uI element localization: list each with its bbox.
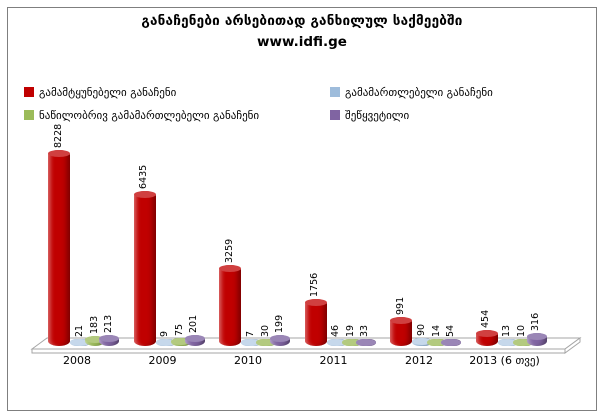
bar-value-label: 991 xyxy=(394,296,406,316)
bar-cap xyxy=(184,335,205,343)
bar-value-label: 6435 xyxy=(138,165,149,190)
bar-cap xyxy=(241,339,261,346)
bar-value-label: 201 xyxy=(188,315,199,334)
bar xyxy=(48,150,70,346)
bar xyxy=(427,339,447,346)
x-axis-label: 2010 xyxy=(234,354,262,367)
legend-item: შეწყვეტილი xyxy=(330,109,493,122)
bar-value-label: 46 xyxy=(330,324,341,337)
legend-item: ნაწილობრივ გამამართლებელი განაჩენი xyxy=(24,109,330,122)
bar-value-label: 54 xyxy=(444,324,456,337)
chart-subtitle: www.idfi.ge xyxy=(257,34,347,50)
bar-cap xyxy=(497,339,518,346)
bar xyxy=(241,339,261,346)
x-axis-label: 2009 xyxy=(148,354,177,367)
bar xyxy=(412,337,432,346)
bar-cap xyxy=(270,335,290,343)
bar-cap xyxy=(304,299,327,307)
bar xyxy=(475,329,498,346)
bar-value-label: 75 xyxy=(174,324,185,337)
bar xyxy=(355,339,376,346)
chart-title: განაჩენები არსებითად განხილულ საქმეებში xyxy=(141,13,463,29)
bar-cap xyxy=(219,264,241,272)
bar-cap xyxy=(341,339,362,346)
x-axis-label: 2008 xyxy=(63,354,91,367)
bar xyxy=(497,339,518,346)
bar-value-label: 183 xyxy=(88,315,100,334)
bar-cap xyxy=(390,317,412,325)
bar xyxy=(441,338,461,346)
bar-cap xyxy=(441,338,461,346)
legend-label: გამამტყუნებელი განაჩენი xyxy=(39,86,177,99)
bar-cap xyxy=(512,339,533,346)
bar xyxy=(70,339,90,346)
x-axis-label: 2012 xyxy=(405,354,433,367)
plot-area: 8228 21 183 213 6435 9 75 201 3259 7 30 199 1756 46 19… xyxy=(30,124,590,355)
bar xyxy=(270,335,290,346)
bar-value-label: 213 xyxy=(102,314,114,334)
bar-cap xyxy=(133,191,156,199)
bar xyxy=(99,335,119,346)
legend-item: გამამტყუნებელი განაჩენი xyxy=(24,86,330,99)
bar xyxy=(85,335,105,346)
bar-cap xyxy=(256,339,276,346)
bar xyxy=(256,339,276,346)
legend-label: გამამართლებელი განაჩენი xyxy=(345,86,493,99)
legend: გამამტყუნებელი განაჩენი გამამართლებელი გა… xyxy=(24,86,493,122)
bar-cap xyxy=(326,338,347,346)
bar xyxy=(326,338,347,346)
bar-value-label: 19 xyxy=(345,324,356,337)
bar-cap xyxy=(155,339,176,346)
bar-value-label: 33 xyxy=(359,324,370,337)
bar-cap xyxy=(170,338,191,346)
legend-label: ნაწილობრივ გამამართლებელი განაჩენი xyxy=(39,109,260,122)
bar-cap xyxy=(48,150,70,157)
x-axis: 2008 2009 2010 2011 2012 2013 (6 თვე) xyxy=(30,354,590,370)
bar-cap xyxy=(526,332,547,340)
bar-cap xyxy=(475,329,498,337)
x-axis-label: 2013 (6 თვე) xyxy=(469,354,540,367)
legend-swatch xyxy=(24,110,34,120)
legend-item: გამამართლებელი განაჩენი xyxy=(330,86,493,99)
legend-label: შეწყვეტილი xyxy=(345,109,410,122)
bar-cap xyxy=(427,339,447,346)
bar-value-label: 13 xyxy=(501,324,512,337)
bar xyxy=(219,264,241,346)
x-axis-label: 2011 xyxy=(319,354,348,367)
bar xyxy=(155,339,176,346)
bar-cap xyxy=(70,339,90,346)
bar xyxy=(184,335,205,346)
bar-value-label: 21 xyxy=(73,324,85,337)
bar-value-label: 14 xyxy=(430,324,442,337)
bar-value-label: 7 xyxy=(244,330,256,337)
bar xyxy=(526,332,547,346)
bar-value-label: 199 xyxy=(273,315,285,334)
bar-value-label: 90 xyxy=(415,323,427,336)
legend-swatch xyxy=(330,87,340,97)
bar-cap xyxy=(355,339,376,346)
bar xyxy=(133,191,156,346)
legend-swatch xyxy=(330,110,340,120)
bar-value-label: 1756 xyxy=(309,273,320,298)
bar-cap xyxy=(99,335,119,343)
bar-value-label: 316 xyxy=(530,312,541,331)
bar-value-label: 30 xyxy=(259,324,271,337)
bar-value-label: 8228 xyxy=(52,123,64,148)
bar-cap xyxy=(85,335,105,343)
bar xyxy=(341,339,362,346)
bar-value-label: 9 xyxy=(159,330,170,337)
bar xyxy=(512,339,533,346)
bar-value-label: 454 xyxy=(480,309,491,328)
bar xyxy=(390,317,412,346)
bar-value-label: 3259 xyxy=(223,238,235,263)
bar xyxy=(170,338,191,346)
bar-cap xyxy=(412,337,432,345)
bar xyxy=(304,299,327,346)
legend-swatch xyxy=(24,87,34,97)
